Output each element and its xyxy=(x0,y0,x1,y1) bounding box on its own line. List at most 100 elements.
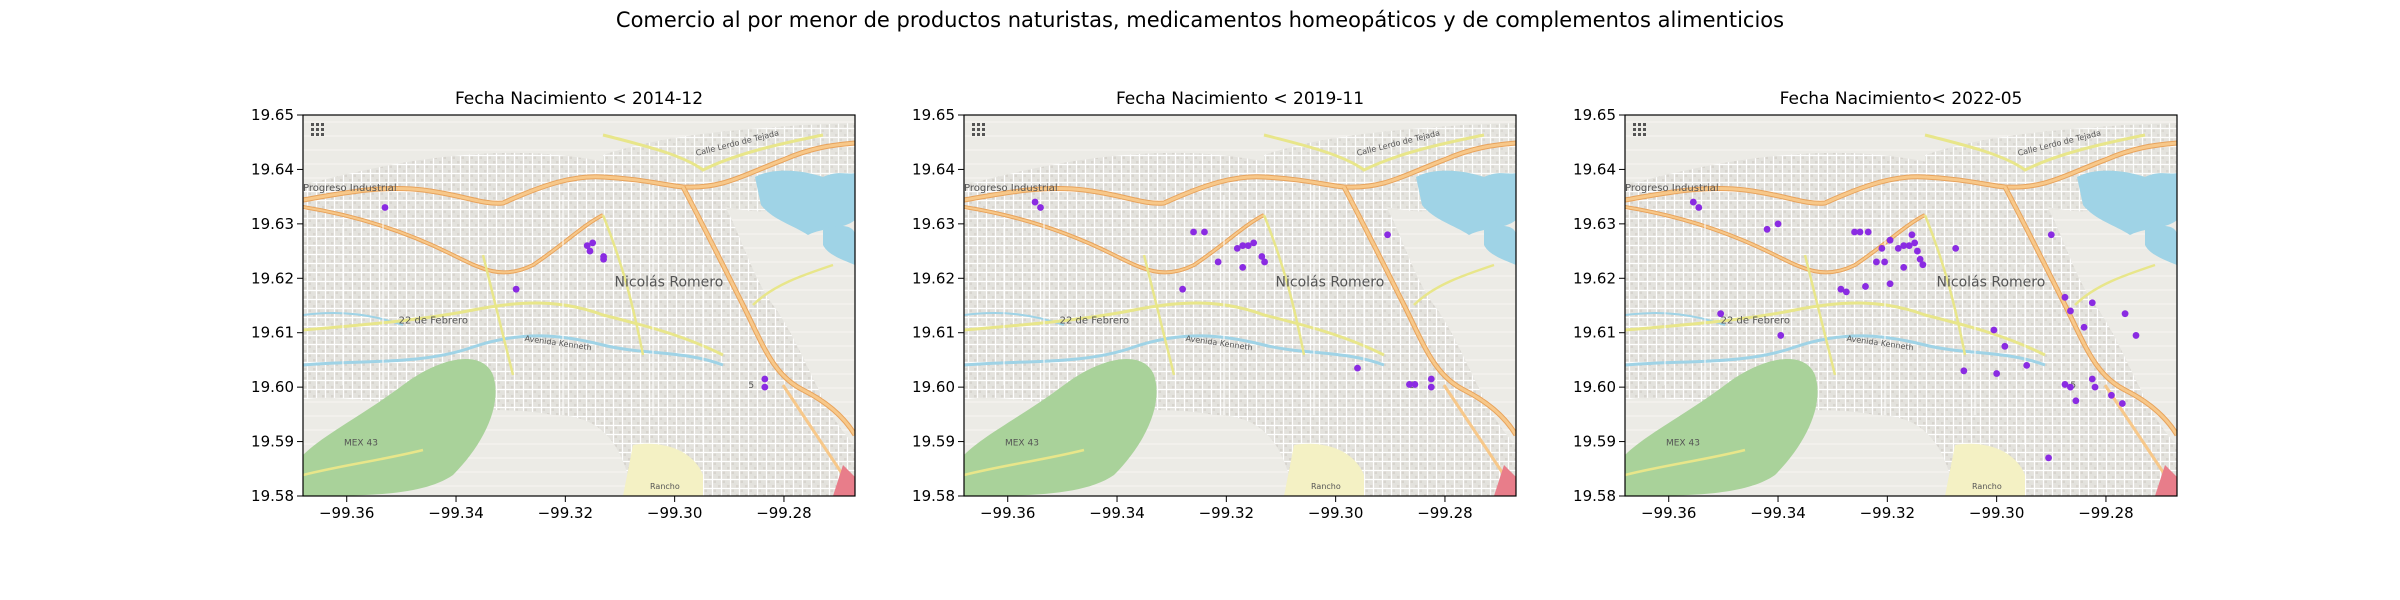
x-tick-label: −99.28 xyxy=(756,504,812,522)
data-point xyxy=(1406,381,1413,388)
data-point xyxy=(1900,264,1908,271)
data-point xyxy=(1952,244,1960,252)
data-point xyxy=(2067,383,2074,391)
map-label-rancho: Rancho xyxy=(1972,482,2002,491)
map-label-highway: MEX 43 xyxy=(1005,438,1039,448)
data-point xyxy=(1990,326,1998,334)
data-point xyxy=(589,239,597,247)
x-tick-label: −99.34 xyxy=(1089,504,1145,522)
y-tick-label: 19.60 xyxy=(1573,378,1616,396)
y-tick-label: 19.62 xyxy=(912,269,955,287)
data-point xyxy=(1233,244,1241,252)
y-tick-label: 19.61 xyxy=(1573,324,1616,342)
data-point xyxy=(2088,299,2096,307)
map-panel-2: Nicolás Romero Progreso Industrial 22 de F… xyxy=(912,89,1517,522)
y-tick-label: 19.63 xyxy=(251,215,294,233)
data-point xyxy=(2023,361,2031,369)
data-point xyxy=(1201,228,1208,236)
map-label-town: Nicolás Romero xyxy=(1937,274,2046,290)
data-point xyxy=(1911,239,1919,247)
data-point xyxy=(2045,454,2052,462)
data-point xyxy=(2072,397,2080,405)
data-point xyxy=(1250,239,1258,247)
data-point xyxy=(1384,231,1391,239)
data-point xyxy=(1837,285,1845,293)
data-point xyxy=(583,242,591,250)
data-point xyxy=(1894,244,1902,252)
data-point xyxy=(1717,310,1725,318)
y-tick-label: 19.58 xyxy=(1573,487,1616,505)
map-label-rancho: Rancho xyxy=(650,482,680,491)
data-point xyxy=(1239,242,1247,250)
map-label-progreso: Progreso Industrial xyxy=(1625,183,1719,194)
map-panel-3: Nicolás Romero Progreso Industrial 22 de F… xyxy=(1573,89,2178,522)
data-point xyxy=(2091,383,2099,391)
data-point xyxy=(1214,258,1222,266)
data-point xyxy=(1777,332,1785,339)
data-point xyxy=(1993,370,2001,377)
data-point xyxy=(1695,204,1703,211)
data-point xyxy=(1354,364,1361,372)
x-tick-label: −99.34 xyxy=(1750,504,1806,522)
y-tick-label: 19.62 xyxy=(1573,269,1616,287)
data-point xyxy=(1873,258,1880,266)
x-tick-label: −99.32 xyxy=(1199,504,1255,522)
data-point xyxy=(2047,231,2055,239)
data-point xyxy=(1774,220,1782,228)
map-label-town: Nicolás Romero xyxy=(615,274,724,290)
data-point xyxy=(761,383,769,391)
data-point xyxy=(1886,280,1894,288)
data-point xyxy=(1862,283,1869,290)
data-point xyxy=(1856,228,1864,236)
data-point xyxy=(2118,400,2126,407)
basemap: Nicolás Romero Progreso Industrial 22 de F… xyxy=(303,115,855,496)
map-label-febrero: 22 de Febrero xyxy=(399,315,468,326)
axes-frame xyxy=(1624,114,2178,497)
map-label-rancho: Rancho xyxy=(1311,482,1341,491)
x-tick-label: −99.28 xyxy=(2078,504,2134,522)
y-tick-label: 19.63 xyxy=(1573,215,1616,233)
x-tick-label: −99.32 xyxy=(1860,504,1916,522)
data-point xyxy=(2061,381,2069,388)
data-point xyxy=(1851,228,1858,236)
data-point xyxy=(1239,264,1247,271)
y-tick-label: 19.60 xyxy=(251,378,294,396)
x-tick-label: −99.30 xyxy=(647,504,703,522)
map-label-town: Nicolás Romero xyxy=(1276,274,1385,290)
panel-title: Fecha Nacimiento < 2014-12 xyxy=(455,89,703,109)
data-point xyxy=(1763,225,1771,233)
x-tick-label: −99.34 xyxy=(428,504,484,522)
panel-title: Fecha Nacimiento< 2022-05 xyxy=(1780,89,2023,109)
data-point xyxy=(2108,391,2115,399)
x-tick-label: −99.36 xyxy=(1641,504,1697,522)
map-label-progreso: Progreso Industrial xyxy=(303,183,397,194)
data-point xyxy=(1960,367,1968,375)
data-point xyxy=(2080,323,2088,331)
data-point xyxy=(1427,375,1435,383)
data-point xyxy=(1427,383,1435,391)
data-point xyxy=(2121,310,2129,318)
x-tick-label: −99.36 xyxy=(980,504,1036,522)
data-point xyxy=(2001,342,2009,350)
data-point xyxy=(1411,381,1419,388)
data-point xyxy=(600,255,607,263)
x-tick-label: −99.28 xyxy=(1417,504,1473,522)
data-point xyxy=(1190,228,1197,236)
map-panel-1: Nicolás Romero Progreso Industrial 22 de F… xyxy=(251,89,856,522)
axes-frame xyxy=(963,114,1517,497)
data-point xyxy=(1886,236,1894,244)
x-tick-label: −99.32 xyxy=(538,504,594,522)
basemap: Nicolás Romero Progreso Industrial 22 de F… xyxy=(1625,115,2177,496)
data-point xyxy=(1179,285,1187,293)
map-label-route5: 5 xyxy=(748,381,754,391)
y-tick-label: 19.65 xyxy=(251,106,294,124)
data-point xyxy=(1908,231,1916,239)
axes-frame xyxy=(302,114,856,497)
data-point xyxy=(1842,288,1850,296)
y-tick-label: 19.64 xyxy=(912,160,955,178)
y-tick-label: 19.59 xyxy=(1573,433,1616,451)
data-point xyxy=(1031,198,1039,206)
map-label-febrero: 22 de Febrero xyxy=(1060,315,1129,326)
map-label-highway: MEX 43 xyxy=(344,438,378,448)
